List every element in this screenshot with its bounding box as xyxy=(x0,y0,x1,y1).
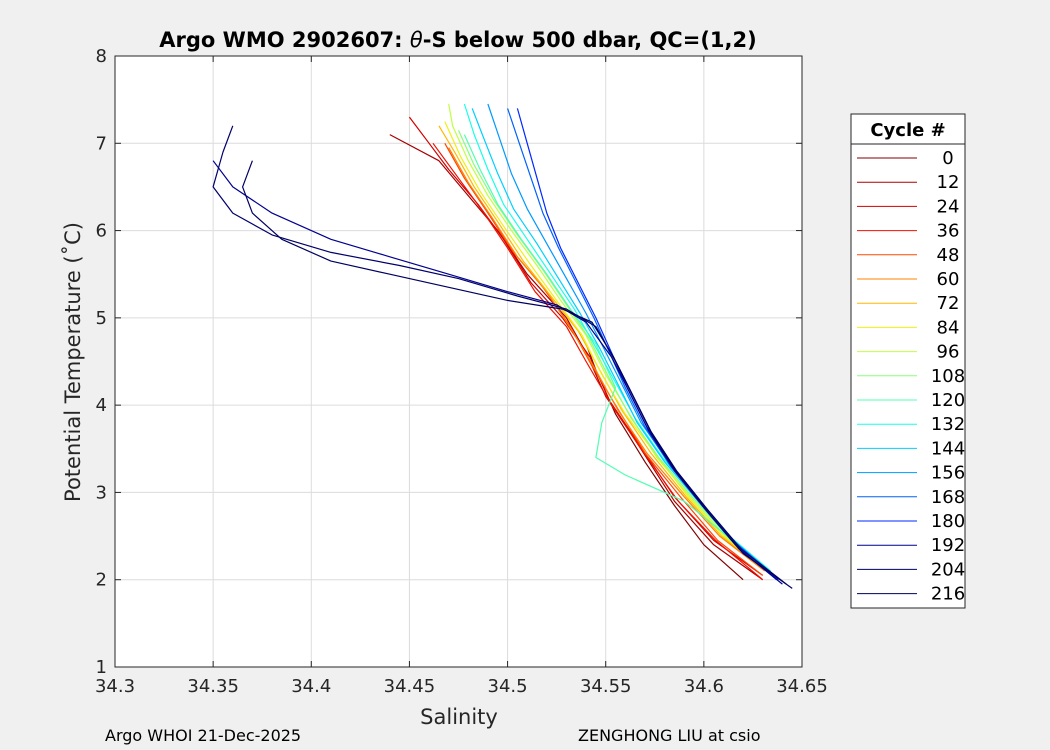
plot-frame xyxy=(114,55,803,668)
x-tick-label: 34.4 xyxy=(291,676,331,697)
legend-label-180: 180 xyxy=(931,511,965,532)
y-tick-label: 5 xyxy=(96,308,107,329)
legend-label-48: 48 xyxy=(937,245,960,266)
legend-items: 0 12 24 36 48 60 72 84 96 108 120 132 144 156 168 180 19… xyxy=(857,148,965,605)
x-axis-label: Salinity xyxy=(420,705,498,729)
x-tick-label: 34.45 xyxy=(384,676,436,697)
legend-label-156: 156 xyxy=(931,463,965,484)
y-axis-label: Potential Temperature (˚C) xyxy=(61,222,85,502)
legend: Cycle # 0 12 24 36 48 60 72 84 96 108 120 132 144 156… xyxy=(850,113,966,609)
x-tick-label: 34.65 xyxy=(776,676,828,697)
series-line-cycle-84 xyxy=(444,121,768,572)
plot-area xyxy=(115,56,802,667)
legend-label-132: 132 xyxy=(931,414,965,435)
series-line-cycle-12 xyxy=(389,134,764,581)
legend-label-144: 144 xyxy=(931,438,965,459)
series-line-cycle-216 xyxy=(242,160,787,585)
y-tick-label: 6 xyxy=(96,221,107,242)
series-line-cycle-144 xyxy=(471,108,773,576)
legend-label-108: 108 xyxy=(931,366,965,387)
x-tick-label: 34.3 xyxy=(95,676,135,697)
series-line-cycle-96 xyxy=(448,103,769,572)
legend-label-120: 120 xyxy=(931,390,965,411)
legend-label-192: 192 xyxy=(931,535,965,556)
series-layer xyxy=(212,103,793,589)
legend-label-96: 96 xyxy=(937,342,960,363)
legend-label-72: 72 xyxy=(937,293,960,314)
legend-label-204: 204 xyxy=(931,559,965,580)
x-tick-label: 34.5 xyxy=(488,676,528,697)
series-line-cycle-108 xyxy=(457,129,769,572)
series-line-cycle-72 xyxy=(438,125,768,572)
y-tick-label: 8 xyxy=(96,46,107,67)
series-line-cycle-36 xyxy=(432,142,764,581)
y-tick-label: 2 xyxy=(96,570,107,591)
legend-label-60: 60 xyxy=(937,269,960,290)
y-tick-label: 3 xyxy=(96,482,107,503)
x-tick-label: 34.35 xyxy=(187,676,239,697)
legend-label-84: 84 xyxy=(937,317,960,338)
legend-label-24: 24 xyxy=(937,196,960,217)
legend-label-216: 216 xyxy=(931,584,965,605)
y-tick-label: 7 xyxy=(96,133,107,154)
footer-left: Argo WHOI 21-Dec-2025 xyxy=(105,726,301,745)
x-tick-label: 34.55 xyxy=(580,676,632,697)
legend-label-36: 36 xyxy=(937,221,960,242)
legend-label-0: 0 xyxy=(942,148,953,169)
y-tick-label: 4 xyxy=(96,395,107,416)
y-tick-label: 1 xyxy=(96,657,107,678)
series-line-cycle-60 xyxy=(448,147,766,572)
series-line-cycle-204 xyxy=(212,125,793,589)
grid xyxy=(114,55,803,668)
x-tick-label: 34.6 xyxy=(684,676,724,697)
legend-box xyxy=(850,113,966,609)
footer-right: ZENGHONG LIU at csio xyxy=(578,726,760,745)
legend-title: Cycle # xyxy=(870,120,945,141)
legend-label-168: 168 xyxy=(931,487,965,508)
legend-label-12: 12 xyxy=(937,172,960,193)
chart-title: Argo WMO 2902607: θ-S below 500 dbar, QC… xyxy=(159,28,756,52)
axis-ticks: 34.3 34.35 34.4 34.45 34.5 34.55 34.6 34.65 1 2 3 4… xyxy=(95,46,828,697)
